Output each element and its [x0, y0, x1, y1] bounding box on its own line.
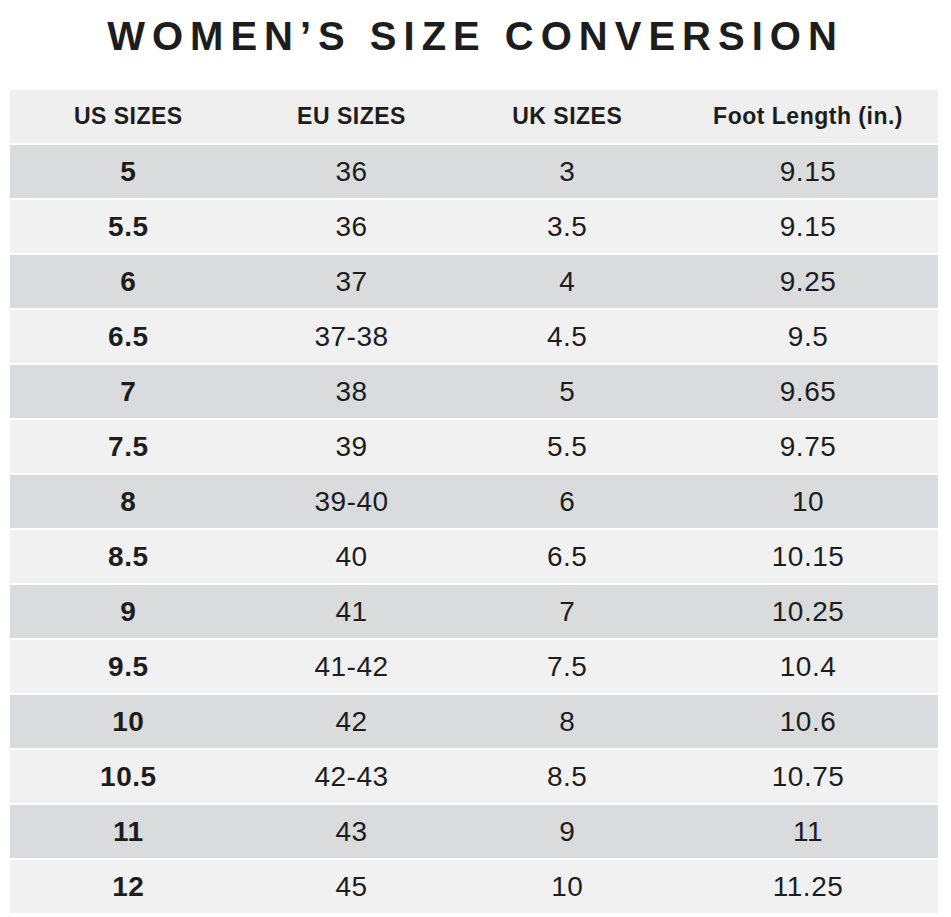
table-cell: 42	[247, 706, 457, 738]
column-header: EU SIZES	[247, 103, 457, 130]
us-size-cell: 6	[10, 266, 247, 298]
table-cell: 9.25	[678, 266, 938, 298]
table-cell: 42-43	[247, 761, 457, 793]
table-cell: 6.5	[456, 541, 678, 573]
table-cell: 9.15	[678, 211, 938, 243]
table-row: 12451011.25	[10, 860, 938, 915]
us-size-cell: 7	[10, 376, 247, 408]
table-row: 1042810.6	[10, 695, 938, 750]
us-size-cell: 8.5	[10, 541, 247, 573]
table-row: 73859.65	[10, 365, 938, 420]
us-size-cell: 6.5	[10, 321, 247, 353]
table-row: 53639.15	[10, 145, 938, 200]
table-cell: 4.5	[456, 321, 678, 353]
table-cell: 43	[247, 816, 457, 848]
table-row: 839-40610	[10, 475, 938, 530]
table-row: 5.5363.59.15	[10, 200, 938, 255]
us-size-cell: 5.5	[10, 211, 247, 243]
table-cell: 10.4	[678, 651, 938, 683]
table-cell: 41-42	[247, 651, 457, 683]
us-size-cell: 10	[10, 706, 247, 738]
column-header: Foot Length (in.)	[678, 103, 938, 130]
table-cell: 36	[247, 156, 457, 188]
us-size-cell: 9.5	[10, 651, 247, 683]
table-row: 1143911	[10, 805, 938, 860]
table-cell: 10.75	[678, 761, 938, 793]
table-cell: 5.5	[456, 431, 678, 463]
table-cell: 36	[247, 211, 457, 243]
table-cell: 10.15	[678, 541, 938, 573]
table-cell: 10	[678, 486, 938, 518]
table-cell: 37-38	[247, 321, 457, 353]
table-row: 9.541-427.510.4	[10, 640, 938, 695]
size-conversion-table: US SIZESEU SIZESUK SIZESFoot Length (in.…	[10, 90, 938, 915]
table-cell: 3	[456, 156, 678, 188]
us-size-cell: 12	[10, 871, 247, 903]
us-size-cell: 8	[10, 486, 247, 518]
table-row: 63749.25	[10, 255, 938, 310]
table-cell: 7.5	[456, 651, 678, 683]
us-size-cell: 11	[10, 816, 247, 848]
page-title: WOMEN’S SIZE CONVERSION	[0, 0, 951, 76]
table-header-row: US SIZESEU SIZESUK SIZESFoot Length (in.…	[10, 90, 938, 145]
table-row: 8.5406.510.15	[10, 530, 938, 585]
table-cell: 11	[678, 816, 938, 848]
table-cell: 45	[247, 871, 457, 903]
table-cell: 37	[247, 266, 457, 298]
table-cell: 8	[456, 706, 678, 738]
table-row: 10.542-438.510.75	[10, 750, 938, 805]
us-size-cell: 7.5	[10, 431, 247, 463]
table-cell: 10.6	[678, 706, 938, 738]
table-cell: 39-40	[247, 486, 457, 518]
table-cell: 10	[456, 871, 678, 903]
column-header: UK SIZES	[456, 103, 678, 130]
table-cell: 4	[456, 266, 678, 298]
column-header: US SIZES	[10, 103, 247, 130]
table-cell: 39	[247, 431, 457, 463]
us-size-cell: 9	[10, 596, 247, 628]
table-cell: 9.15	[678, 156, 938, 188]
table-cell: 7	[456, 596, 678, 628]
table-cell: 9	[456, 816, 678, 848]
table-cell: 38	[247, 376, 457, 408]
table-cell: 9.65	[678, 376, 938, 408]
table-cell: 6	[456, 486, 678, 518]
table-cell: 10.25	[678, 596, 938, 628]
size-conversion-page: WOMEN’S SIZE CONVERSION US SIZESEU SIZES…	[0, 0, 951, 917]
us-size-cell: 5	[10, 156, 247, 188]
table-row: 941710.25	[10, 585, 938, 640]
us-size-cell: 10.5	[10, 761, 247, 793]
table-row: 7.5395.59.75	[10, 420, 938, 475]
table-cell: 41	[247, 596, 457, 628]
table-cell: 3.5	[456, 211, 678, 243]
table-cell: 40	[247, 541, 457, 573]
table-cell: 9.75	[678, 431, 938, 463]
table-row: 6.537-384.59.5	[10, 310, 938, 365]
table-body: 53639.155.5363.59.1563749.256.537-384.59…	[10, 145, 938, 915]
table-cell: 11.25	[678, 871, 938, 903]
table-cell: 9.5	[678, 321, 938, 353]
table-cell: 5	[456, 376, 678, 408]
table-cell: 8.5	[456, 761, 678, 793]
